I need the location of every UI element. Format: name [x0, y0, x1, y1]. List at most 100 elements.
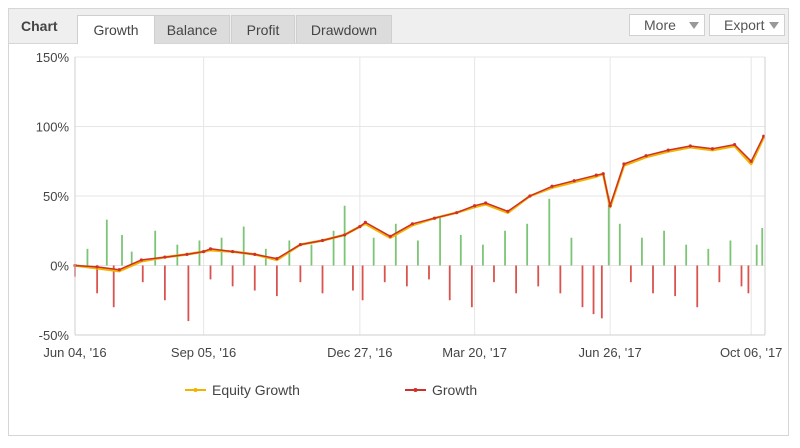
- axes: -50% 0% 50% 100% 150% Jun 04, '16 Sep 05, '16 D…: [36, 50, 783, 360]
- daily-bar: [187, 265, 190, 322]
- y-tick-label: 50%: [43, 189, 69, 204]
- growth-point: [484, 201, 488, 205]
- daily-bar: [130, 251, 133, 266]
- growth-point: [358, 224, 362, 229]
- growth-point: [185, 252, 189, 256]
- daily-bar: [361, 265, 364, 301]
- daily-bar: [394, 223, 397, 266]
- more-button[interactable]: More: [629, 14, 705, 36]
- daily-bar: [209, 265, 212, 280]
- growth-point: [139, 258, 143, 262]
- growth-point: [572, 179, 576, 183]
- tab-profit[interactable]: Profit: [231, 15, 295, 43]
- series-line-equity-growth: [74, 137, 765, 273]
- daily-bar: [548, 198, 551, 266]
- x-tick-label: Jun 26, '17: [579, 345, 642, 360]
- growth-point: [163, 255, 167, 259]
- daily-bar: [504, 230, 506, 266]
- daily-bar: [515, 265, 518, 294]
- x-tick-label: Jun 04, '16: [43, 345, 106, 360]
- daily-bar: [383, 265, 386, 283]
- daily-bar: [163, 265, 166, 301]
- growth-point: [117, 268, 121, 272]
- daily-bar: [641, 237, 643, 266]
- x-tick-label: Mar 20, '17: [442, 345, 507, 360]
- daily-bar: [352, 265, 354, 291]
- daily-bar: [242, 226, 245, 266]
- growth-point: [388, 234, 392, 238]
- daily-bar: [332, 230, 335, 266]
- legend-marker-equity: [193, 388, 198, 392]
- daily-bar: [761, 227, 764, 266]
- growth-point: [201, 250, 206, 254]
- series-line-growth: [74, 135, 765, 271]
- x-tick-label: Oct 06, '17: [720, 345, 782, 360]
- daily-bar: [718, 265, 721, 283]
- legend-item-equity-growth[interactable]: Equity Growth: [185, 382, 300, 398]
- tab-growth[interactable]: Growth: [77, 15, 155, 44]
- daily-bar: [299, 265, 302, 283]
- daily-bar: [581, 265, 584, 308]
- daily-bar: [482, 244, 484, 266]
- growth-point: [688, 144, 692, 148]
- growth-point: [644, 154, 648, 158]
- legend-item-growth[interactable]: Growth: [405, 382, 477, 398]
- growth-point: [732, 142, 737, 147]
- tab-drawdown[interactable]: Drawdown: [296, 15, 392, 43]
- growth-point: [622, 162, 626, 166]
- chevron-down-icon: [689, 22, 699, 29]
- daily-bar: [439, 216, 441, 266]
- daily-bar: [86, 248, 89, 266]
- daily-bar: [275, 265, 278, 297]
- growth-point: [231, 250, 235, 254]
- daily-bar: [559, 265, 562, 294]
- export-button[interactable]: Export: [709, 14, 785, 36]
- daily-bar: [729, 240, 732, 266]
- daily-bar: [696, 265, 699, 308]
- growth-point: [320, 238, 325, 243]
- chevron-down-icon: [769, 22, 779, 29]
- daily-bar: [740, 265, 743, 287]
- grid: [74, 56, 765, 336]
- daily-bar: [747, 265, 750, 294]
- lines-layer: [73, 134, 766, 273]
- daily-bar: [755, 244, 758, 266]
- daily-bar: [600, 265, 603, 319]
- x-tick-label: Dec 27, '16: [327, 345, 392, 360]
- tab-balance[interactable]: Balance: [154, 15, 230, 43]
- growth-point: [528, 194, 532, 198]
- daily-bar: [629, 265, 632, 283]
- daily-bar: [459, 234, 462, 266]
- daily-bar: [448, 265, 451, 301]
- daily-bar: [405, 265, 408, 287]
- daily-bar: [417, 240, 419, 266]
- growth-point: [601, 172, 605, 176]
- daily-bar: [112, 265, 115, 308]
- daily-bar: [537, 265, 540, 287]
- growth-point: [666, 148, 670, 152]
- daily-bar: [253, 265, 256, 291]
- daily-bar: [592, 265, 595, 315]
- growth-point: [432, 216, 437, 220]
- daily-bar: [154, 230, 157, 266]
- export-button-label: Export: [724, 17, 765, 33]
- growth-point: [710, 147, 715, 151]
- y-tick-label: 100%: [36, 120, 70, 135]
- x-tick-label: Sep 05, '16: [171, 345, 236, 360]
- daily-bar: [121, 234, 123, 266]
- daily-bar: [231, 265, 234, 287]
- chart-section-title: Chart: [21, 18, 58, 34]
- legend-label-growth: Growth: [432, 382, 477, 398]
- growth-point: [608, 204, 612, 208]
- growth-point: [506, 209, 510, 213]
- daily-bar: [526, 223, 529, 266]
- daily-bar: [96, 265, 99, 294]
- bars-layer: [74, 196, 764, 322]
- daily-bar: [652, 265, 654, 294]
- daily-bar: [141, 265, 144, 283]
- growth-point: [473, 204, 477, 208]
- daily-bar: [372, 237, 375, 266]
- daily-bar: [618, 223, 621, 266]
- growth-point: [208, 247, 213, 251]
